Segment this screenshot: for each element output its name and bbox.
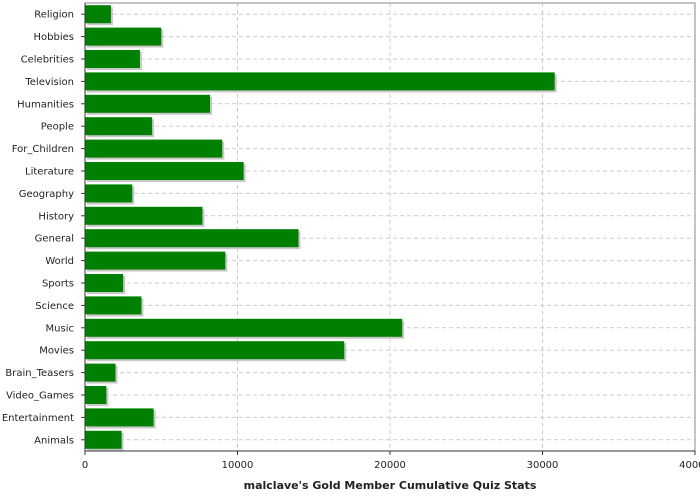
y-tick-label: Movies <box>39 346 74 357</box>
y-tick-label: Sports <box>42 279 74 290</box>
bar-hobbies <box>85 27 162 46</box>
axes <box>81 2 696 455</box>
y-tick-label: Video_Games <box>6 391 74 402</box>
bar-animals <box>85 430 122 449</box>
y-tick-label: Brain_Teasers <box>5 368 74 379</box>
y-tick-label: For_Children <box>12 144 74 155</box>
x-tick-label: 10000 <box>222 460 254 471</box>
y-tick-label: Music <box>46 323 74 334</box>
bar-humanities <box>85 94 211 113</box>
bar-geography <box>85 184 133 203</box>
y-tick-label: Religion <box>34 10 74 21</box>
y-tick-label: World <box>45 256 74 267</box>
bar-entertainment <box>85 408 154 427</box>
y-tick-label: Geography <box>19 189 74 200</box>
bar-video-games <box>85 386 107 404</box>
y-tick-label: Celebrities <box>21 55 74 66</box>
bar-brain-teasers <box>85 363 116 382</box>
y-tick-label: Hobbies <box>34 32 74 43</box>
bar-television <box>85 72 555 91</box>
x-tick-label: 20000 <box>374 460 406 471</box>
y-tick-label: People <box>41 122 74 133</box>
bar-movies <box>85 341 345 360</box>
bar-history <box>85 206 203 225</box>
bar-world <box>85 251 226 270</box>
y-tick-label: Humanities <box>17 99 74 110</box>
bar-general <box>85 229 299 248</box>
bar-literature <box>85 162 244 180</box>
y-tick-label: Entertainment <box>2 413 74 424</box>
tick-labels: Religion Hobbies Celebrities Television Huma… <box>2 10 700 471</box>
bar-religion <box>85 5 111 24</box>
y-tick-label: Literature <box>25 167 74 178</box>
bar-people <box>85 117 153 136</box>
x-tick-label: 40000 <box>679 460 700 471</box>
y-tick-label: Science <box>35 301 74 312</box>
bar-sports <box>85 274 124 292</box>
y-tick-label: General <box>35 234 74 245</box>
x-axis-title: malclave's Gold Member Cumulative Quiz S… <box>244 479 537 492</box>
x-tick-label: 30000 <box>527 460 559 471</box>
y-tick-label: Animals <box>34 435 74 446</box>
bars <box>85 5 557 451</box>
grid-lines <box>84 3 696 451</box>
y-tick-label: History <box>38 211 74 222</box>
bar-music <box>85 318 403 337</box>
bar-for-children <box>85 139 223 158</box>
y-tick-label: Television <box>24 77 74 88</box>
x-tick-label: 0 <box>82 460 88 471</box>
bar-science <box>85 296 142 315</box>
bar-celebrities <box>85 50 140 68</box>
